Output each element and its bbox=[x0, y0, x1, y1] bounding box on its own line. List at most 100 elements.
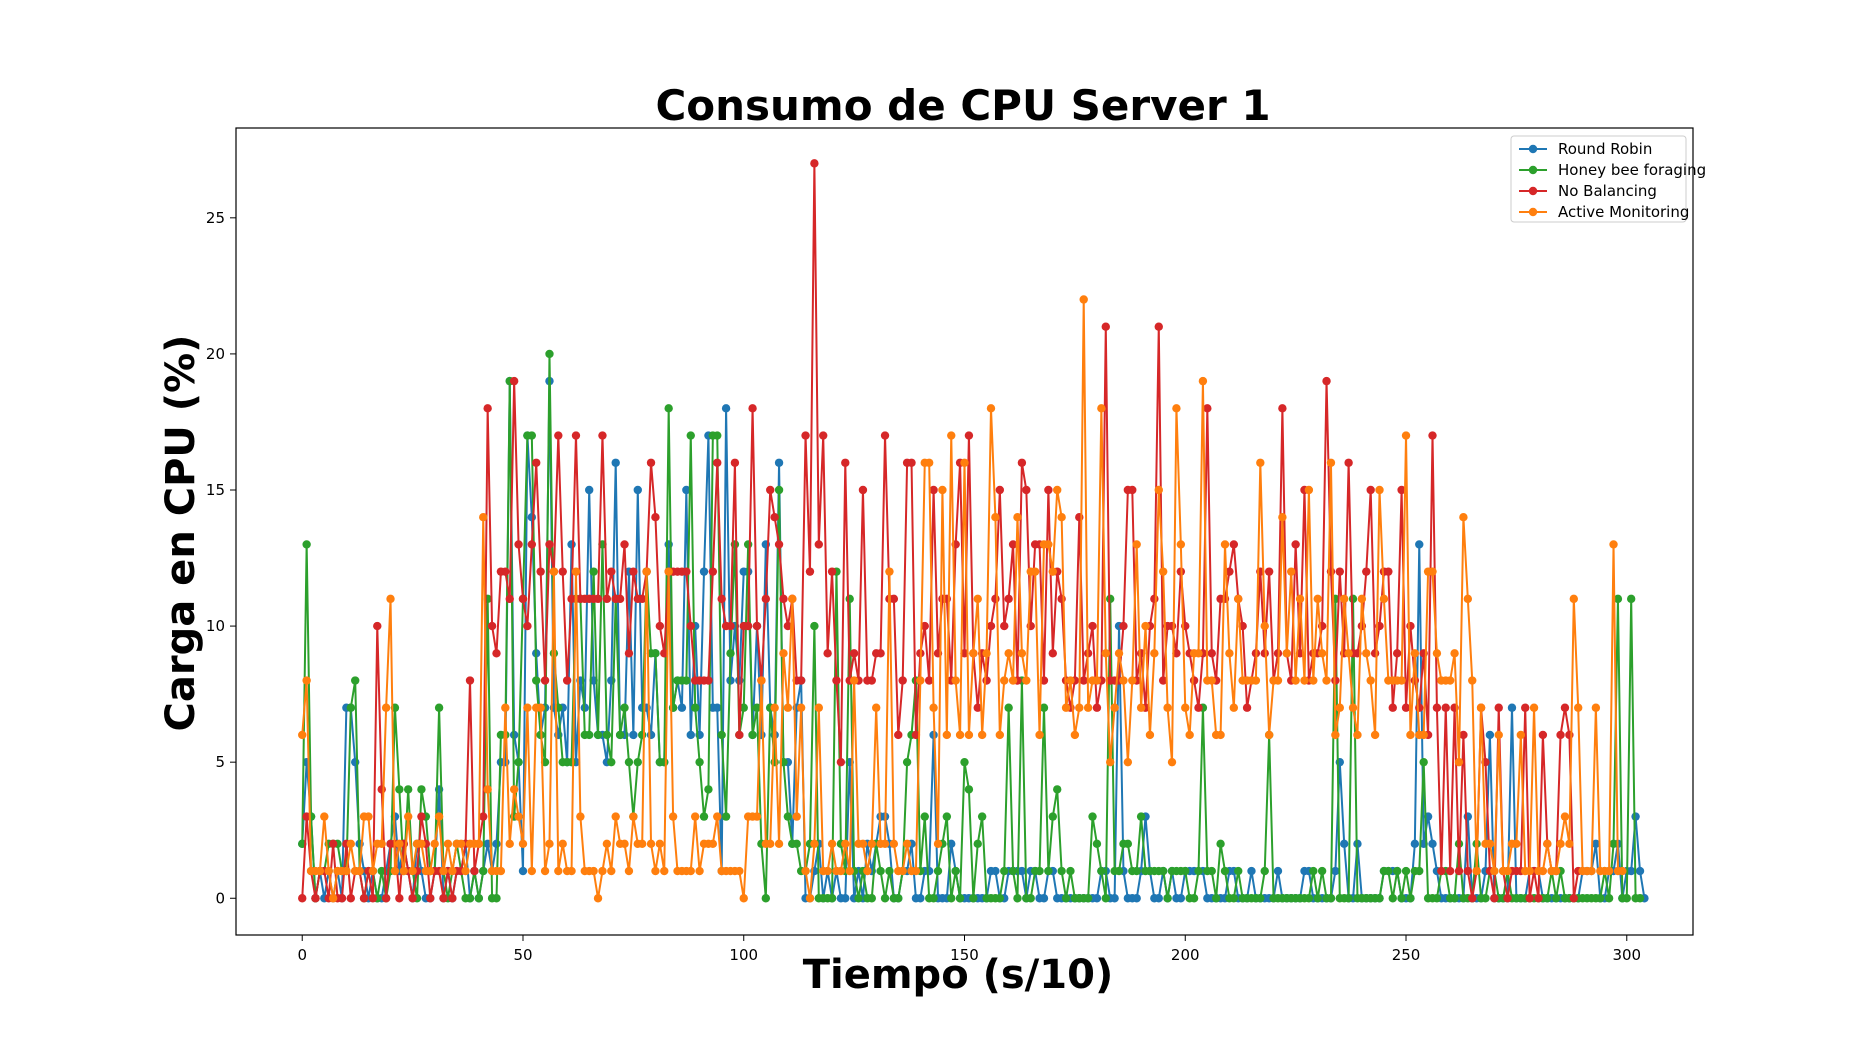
y-tick-label: 5 bbox=[215, 753, 225, 771]
data-point bbox=[836, 757, 846, 767]
data-point bbox=[1635, 894, 1645, 903]
data-point bbox=[1203, 404, 1212, 413]
data-point bbox=[576, 812, 585, 821]
data-point bbox=[629, 567, 638, 576]
data-point bbox=[598, 866, 607, 876]
data-point bbox=[1278, 513, 1287, 522]
data-point bbox=[1220, 866, 1230, 876]
data-point bbox=[1291, 540, 1300, 549]
data-point bbox=[1176, 540, 1186, 549]
data-point bbox=[1057, 866, 1066, 876]
data-point bbox=[395, 894, 404, 903]
data-point bbox=[1004, 703, 1013, 712]
data-point bbox=[805, 567, 815, 576]
data-point bbox=[898, 676, 907, 685]
data-point bbox=[1106, 594, 1115, 604]
data-point bbox=[1375, 894, 1384, 903]
data-point bbox=[1516, 730, 1526, 740]
data-point bbox=[1225, 649, 1234, 658]
data-point bbox=[483, 404, 492, 413]
data-point bbox=[328, 894, 338, 903]
data-point bbox=[783, 812, 793, 821]
data-point bbox=[1013, 894, 1022, 903]
data-point bbox=[1529, 703, 1539, 712]
data-point bbox=[1344, 649, 1353, 658]
data-point bbox=[924, 676, 934, 685]
data-point bbox=[1551, 894, 1561, 903]
data-point bbox=[1401, 703, 1411, 712]
data-point bbox=[1092, 703, 1102, 712]
data-point bbox=[1604, 894, 1614, 903]
data-point bbox=[1273, 676, 1283, 685]
data-point bbox=[615, 594, 625, 604]
data-point bbox=[1154, 322, 1163, 331]
data-point bbox=[1622, 894, 1631, 903]
data-point bbox=[426, 866, 435, 876]
data-point bbox=[757, 676, 766, 685]
data-point bbox=[1189, 894, 1199, 903]
data-point bbox=[761, 894, 771, 903]
data-point bbox=[1415, 703, 1424, 712]
data-point bbox=[1490, 866, 1499, 876]
data-point bbox=[1543, 839, 1552, 849]
data-point bbox=[562, 676, 572, 685]
data-point bbox=[1008, 866, 1018, 876]
data-point bbox=[527, 540, 537, 549]
data-point bbox=[713, 431, 722, 440]
data-point bbox=[682, 567, 691, 576]
data-point bbox=[858, 485, 868, 495]
legend-item: Honey bee foraging bbox=[1519, 161, 1706, 179]
data-point bbox=[1445, 676, 1455, 685]
data-point bbox=[439, 866, 448, 876]
data-point bbox=[642, 567, 651, 576]
data-point bbox=[1260, 621, 1269, 631]
data-point bbox=[651, 513, 660, 522]
data-point bbox=[298, 730, 307, 740]
data-point bbox=[1039, 894, 1049, 903]
data-point bbox=[1229, 703, 1239, 712]
data-point bbox=[1207, 676, 1216, 685]
data-point bbox=[1256, 458, 1265, 467]
data-point bbox=[620, 703, 629, 712]
data-point bbox=[933, 839, 943, 849]
data-point bbox=[1565, 839, 1574, 849]
data-point bbox=[417, 812, 426, 821]
data-point bbox=[836, 866, 846, 876]
data-point bbox=[735, 730, 744, 740]
data-point bbox=[1415, 866, 1424, 876]
data-point bbox=[1229, 894, 1239, 903]
data-point bbox=[748, 404, 757, 413]
data-point bbox=[1560, 812, 1570, 821]
data-point bbox=[1251, 676, 1261, 685]
data-point bbox=[752, 812, 762, 821]
data-point bbox=[695, 757, 704, 767]
data-point bbox=[1322, 376, 1331, 386]
data-point bbox=[633, 485, 642, 495]
data-point bbox=[832, 676, 841, 685]
data-point bbox=[708, 567, 718, 576]
data-point bbox=[1525, 894, 1534, 903]
data-point bbox=[1388, 894, 1397, 903]
data-point bbox=[955, 894, 965, 903]
data-point bbox=[951, 676, 960, 685]
data-point bbox=[902, 757, 912, 767]
data-point bbox=[1026, 894, 1035, 903]
data-point bbox=[607, 866, 616, 876]
data-point bbox=[1030, 567, 1040, 576]
data-point bbox=[602, 839, 612, 849]
data-point bbox=[545, 540, 554, 549]
data-point bbox=[876, 649, 885, 658]
x-tick-label: 100 bbox=[729, 946, 758, 964]
data-point bbox=[1079, 676, 1088, 685]
data-point bbox=[1556, 730, 1565, 740]
data-point bbox=[1194, 866, 1203, 876]
data-point bbox=[1287, 567, 1296, 576]
legend-label: Active Monitoring bbox=[1558, 203, 1689, 221]
data-point bbox=[646, 730, 656, 740]
data-point bbox=[1172, 404, 1181, 413]
data-point bbox=[1154, 894, 1163, 903]
x-tick-label: 250 bbox=[1392, 946, 1421, 964]
data-point bbox=[1348, 703, 1358, 712]
data-point bbox=[1317, 866, 1327, 876]
data-point bbox=[611, 812, 620, 821]
